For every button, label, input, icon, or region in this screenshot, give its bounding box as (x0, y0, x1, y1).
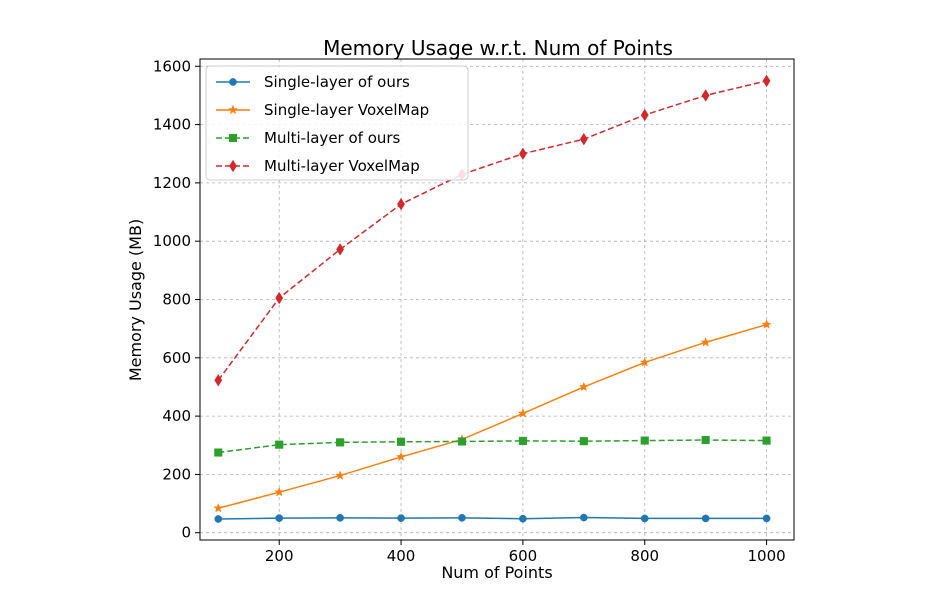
x-tick-label: 600 (509, 547, 538, 565)
y-tick-label: 800 (162, 291, 191, 309)
legend-label: Single-layer of ours (264, 73, 410, 91)
y-tick-label: 1200 (153, 174, 191, 192)
x-tick-label: 800 (630, 547, 659, 565)
data-point (579, 132, 588, 146)
y-tick-label: 1400 (153, 116, 191, 134)
y-tick-label: 0 (181, 524, 191, 542)
data-point (213, 502, 224, 513)
x-tick-label: 1000 (747, 547, 785, 565)
data-point (458, 513, 466, 522)
data-point (397, 197, 405, 211)
data-point (762, 436, 771, 445)
data-point (214, 448, 223, 457)
data-point (701, 435, 710, 445)
y-tick-label: 600 (162, 349, 191, 367)
legend: Single-layer of ours Single-layer VoxelMa… (205, 65, 469, 181)
data-point (214, 515, 223, 523)
y-tick-label: 1600 (153, 57, 191, 75)
legend-marker (229, 78, 237, 86)
x-tick-label: 400 (387, 547, 416, 565)
data-point (336, 513, 344, 522)
data-point (336, 243, 345, 256)
data-point (457, 437, 467, 446)
data-point (640, 514, 649, 523)
legend-label: Multi-layer VoxelMap (264, 157, 420, 175)
legend-marker (227, 104, 239, 115)
data-point (518, 147, 527, 161)
data-point (762, 74, 771, 88)
legend-marker (228, 133, 238, 143)
data-point (396, 437, 406, 446)
data-point (519, 514, 527, 523)
data-point (700, 337, 711, 347)
data-point (761, 319, 772, 329)
series-line (218, 323, 767, 509)
data-point (274, 486, 285, 497)
y-axis-label: Memory Usage (MB) (126, 219, 145, 381)
data-point (517, 408, 528, 418)
data-point (640, 108, 649, 122)
series-1 (214, 513, 771, 523)
data-point (639, 357, 650, 367)
legend-box (205, 65, 469, 181)
data-point (335, 470, 346, 480)
grid (200, 59, 794, 540)
data-point (701, 89, 710, 102)
legend-marker (229, 159, 237, 173)
series-line (217, 80, 767, 381)
legend-label: Single-layer VoxelMap (264, 101, 429, 119)
data-point (578, 381, 589, 392)
series-line (218, 516, 767, 520)
data-point (701, 514, 710, 523)
data-point (214, 373, 223, 387)
data-point (762, 514, 771, 523)
y-tick-label: 200 (162, 465, 191, 483)
data-point (518, 436, 527, 445)
data-point (336, 438, 345, 447)
data-point (395, 451, 407, 462)
data-point (640, 436, 649, 445)
x-axis-label: Num of Points (441, 563, 552, 582)
data-point (397, 514, 405, 522)
data-point (275, 440, 284, 449)
data-point (275, 291, 284, 305)
series-3 (214, 435, 771, 457)
data-point (579, 513, 588, 522)
chart-title: Memory Usage w.r.t. Num of Points (323, 36, 673, 60)
data-point (275, 514, 284, 522)
y-tick-label: 1000 (153, 232, 191, 250)
y-tick-label: 400 (162, 407, 191, 425)
x-tick-label: 200 (265, 547, 294, 565)
data-point (579, 437, 588, 446)
legend-label: Multi-layer of ours (264, 129, 401, 147)
axis-ticks: 200 400 600 800 1000 0 200 400 600 800 1000 1200 140… (153, 57, 786, 565)
series-line (218, 439, 767, 454)
